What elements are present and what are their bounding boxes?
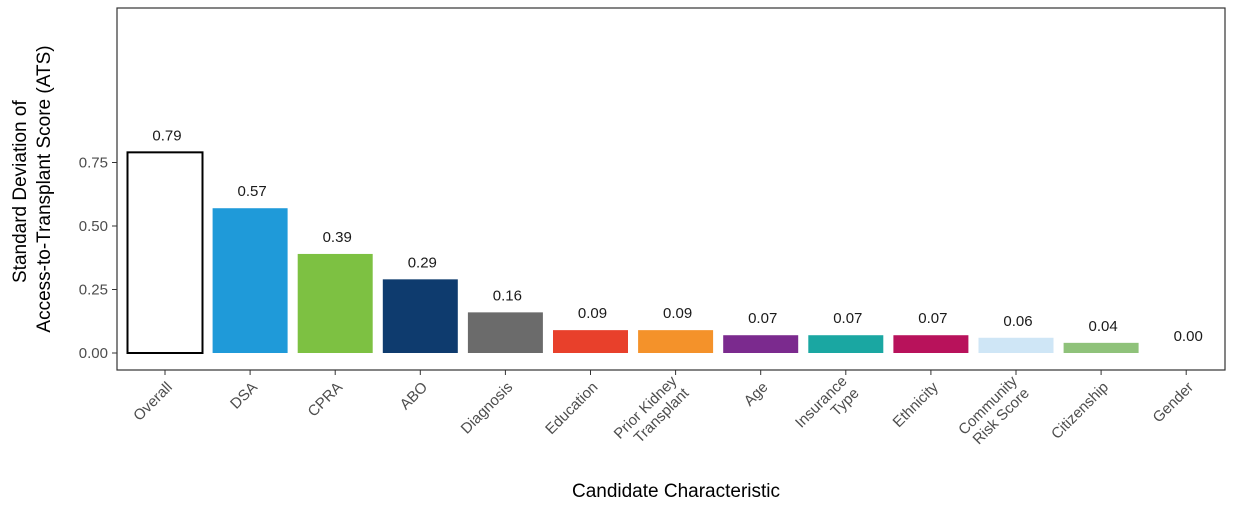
y-tick-label: 0.00 [79, 345, 108, 362]
x-tick-label-line: Ethnicity [890, 378, 942, 430]
bar-value-label: 0.04 [1088, 318, 1117, 335]
x-tick-label: Diagnosis [458, 379, 517, 438]
bar-value-label: 0.06 [1003, 313, 1032, 330]
y-tick-label: 0.25 [79, 282, 108, 299]
bar-value-label: 0.16 [493, 287, 522, 304]
bar [126, 151, 204, 354]
bar [723, 335, 799, 353]
bar-value-label: 0.29 [408, 254, 437, 271]
bar [1063, 342, 1139, 353]
bar-value-label: 0.79 [152, 127, 181, 144]
x-tick-label-line: DSA [227, 379, 261, 413]
x-tick-label: Age [741, 379, 772, 410]
x-tick-label: ABO [397, 379, 431, 413]
bar [638, 330, 714, 353]
bar [553, 330, 628, 353]
bars-group [126, 151, 1139, 354]
x-tick-label: Prior KidneyTransplant [611, 372, 693, 454]
x-tick-label-line: Overall [130, 379, 176, 425]
bar [893, 335, 969, 353]
bar [382, 279, 458, 353]
bar-value-label: 0.07 [748, 310, 777, 327]
bar-value-label: 0.07 [833, 310, 862, 327]
data-labels-group: 0.79 0.57 0.39 0.29 0.16 0.09 0.09 0.07 0.07 0.07… [152, 127, 1202, 345]
bar-value-label: 0.57 [237, 183, 266, 200]
bar [212, 208, 288, 353]
x-tick-label-line: Age [741, 379, 772, 410]
bar [978, 337, 1054, 353]
x-tick-label-line: Diagnosis [458, 379, 517, 438]
x-tick-label: Education [542, 379, 601, 438]
x-tick-label-line: Gender [1150, 379, 1197, 426]
x-tick-label: Citizenship [1048, 379, 1112, 443]
bar-value-label: 0.09 [578, 305, 607, 322]
x-axis-title: Candidate Characteristic [572, 481, 780, 502]
x-tick-label-line: CPRA [305, 379, 346, 420]
bar-value-label: 0.00 [1174, 328, 1203, 345]
x-tick-label-line: Citizenship [1048, 379, 1112, 443]
bar [808, 335, 884, 353]
x-tick-label: CommunityRisk Score [955, 372, 1033, 450]
x-tick-label: CPRA [305, 379, 346, 420]
x-tick-label: Overall [130, 379, 176, 425]
y-axis-title: Standard Deviation of Access-to-Transpla… [10, 45, 55, 332]
x-tick-label-line: Education [542, 379, 601, 438]
y-tick-label: 0.75 [79, 155, 108, 172]
bar [297, 253, 373, 353]
y-tick-label: 0.50 [79, 218, 108, 235]
y-axis-title-line-1: Standard Deviation of [10, 100, 31, 283]
y-axis: 0.00 0.25 0.50 0.75 [79, 155, 117, 362]
bar-value-label: 0.07 [918, 310, 947, 327]
bar-value-label: 0.09 [663, 305, 692, 322]
y-axis-title-line-2: Access-to-Transplant Score (ATS) [34, 45, 55, 332]
x-tick-label: Gender [1150, 379, 1197, 426]
x-tick-label-line: ABO [397, 379, 431, 413]
bar [467, 312, 543, 353]
x-tick-label: InsuranceType [792, 373, 863, 444]
bar-value-label: 0.39 [323, 229, 352, 246]
x-tick-label: Ethnicity [890, 378, 942, 430]
x-axis: Overall DSA CPRA ABO Diagnosis Education Prior… [130, 370, 1197, 454]
x-tick-label: DSA [227, 379, 261, 413]
